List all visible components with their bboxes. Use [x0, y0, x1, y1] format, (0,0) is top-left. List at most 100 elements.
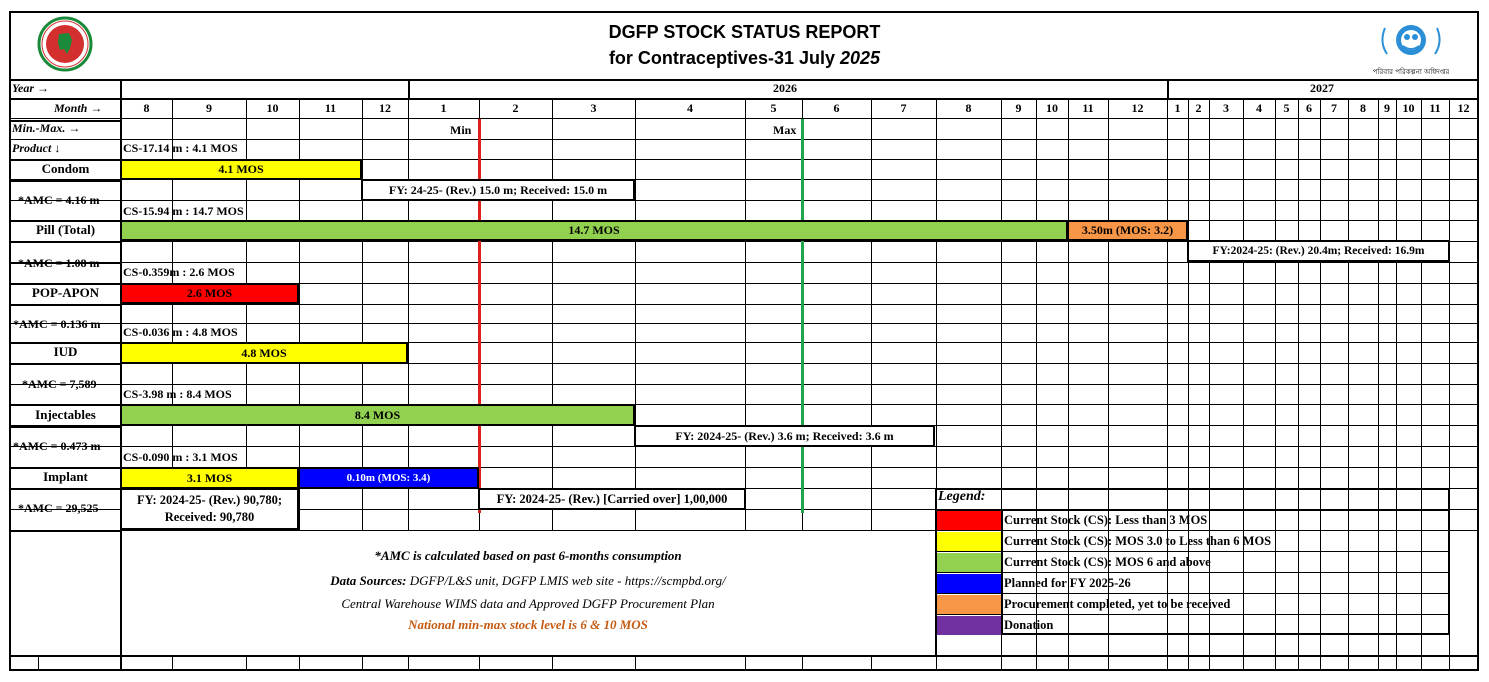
- grid-line: [1275, 655, 1276, 671]
- grid-line: [1209, 98, 1210, 530]
- grid-line: [1348, 98, 1349, 530]
- grid-line: [1478, 98, 1479, 530]
- grid-line: [871, 98, 872, 530]
- grid-line: [120, 79, 122, 671]
- grid-line: [1275, 98, 1276, 530]
- grid-line: [1396, 98, 1397, 530]
- product-name-pill: Pill (Total): [35, 222, 96, 237]
- month-label: 7: [900, 101, 907, 115]
- grid-line: [1320, 98, 1321, 530]
- month-label: 5: [1283, 101, 1290, 115]
- cs-iud: CS-0.036 m : 4.8 MOS: [123, 325, 238, 339]
- cs-implant: CS-0.090 m : 3.1 MOS: [123, 450, 238, 464]
- amc-iud: *AMC = 7,589: [22, 377, 97, 391]
- legend-label: Current Stock (CS): MOS 3.0 to Less than…: [1004, 534, 1272, 548]
- month-label: 9: [206, 101, 212, 115]
- grid-line: [1167, 655, 1168, 671]
- grid-line: [9, 220, 121, 222]
- grid-line: [936, 98, 937, 530]
- grid-line: [635, 655, 636, 671]
- grid-line: [9, 79, 1479, 81]
- month-label: 10: [1046, 101, 1058, 115]
- fy-note-implant: FY: 2024-25- (Rev.) 90,780; Received: 90…: [120, 488, 299, 530]
- grid-line: [1378, 530, 1379, 655]
- grid-line: [1421, 98, 1422, 530]
- grid-line: [1243, 530, 1244, 655]
- month-label: 1: [440, 101, 447, 115]
- grid-line: [1320, 530, 1321, 655]
- fy-note-pill: FY:2024-25: (Rev.) 20.4m; Received: 16.9…: [1187, 240, 1450, 262]
- grid-line: [1188, 98, 1189, 530]
- product-name-pop-apon: POP-APON: [31, 285, 100, 300]
- grid-line: [1036, 530, 1037, 655]
- cs-condom: CS-17.14 m : 4.1 MOS: [123, 141, 238, 155]
- grid-line: [9, 118, 1479, 119]
- family-planning-logo-icon: পরিবার পরিকল্পনা অধিদপ্তর: [1373, 25, 1449, 76]
- max-level-line: [801, 119, 804, 513]
- month-label: 11: [324, 101, 337, 115]
- grid-line: [9, 200, 1479, 201]
- stock-bar-condom: 4.1 MOS: [120, 159, 362, 180]
- year-row-label: Year →: [12, 81, 49, 95]
- government-seal-icon: [37, 16, 93, 72]
- amc-footnote: *AMC is calculated based on past 6-month…: [374, 548, 682, 563]
- month-label: 1: [1174, 101, 1181, 115]
- grid-line: [1188, 655, 1189, 671]
- grid-line: [935, 593, 1449, 594]
- grid-line: [1188, 530, 1189, 655]
- grid-line: [246, 98, 247, 530]
- grid-line: [1001, 655, 1002, 671]
- grid-line: [935, 633, 1449, 635]
- grid-line: [9, 180, 121, 182]
- legend-right-border: [1448, 488, 1450, 634]
- grid-line: [1298, 655, 1299, 671]
- grid-line: [9, 283, 121, 285]
- grid-line: [552, 98, 553, 530]
- month-label: 12: [1131, 101, 1144, 115]
- min-marker-label: Min: [450, 123, 472, 137]
- grid-line: [935, 614, 1449, 615]
- grid-line: [9, 342, 121, 344]
- grid-line: [1167, 530, 1168, 655]
- grid-line: [9, 530, 121, 532]
- grid-line: [745, 98, 746, 530]
- minmax-row-label: Min.-Max. →: [12, 121, 81, 135]
- grid-line: [1108, 530, 1109, 655]
- grid-line: [9, 384, 1479, 385]
- report-subtitle: for Contraceptives-31 July 2025: [608, 48, 881, 68]
- minmax-footnote: National min-max stock level is 6 & 10 M…: [408, 617, 648, 632]
- legend-swatch: [937, 574, 1001, 593]
- amc-condom: *AMC = 4.16 m: [18, 193, 100, 207]
- grid-line: [9, 304, 121, 306]
- grid-line: [299, 655, 300, 671]
- grid-line: [635, 98, 636, 530]
- grid-line: [9, 262, 1479, 263]
- grid-line: [9, 159, 121, 161]
- grid-line: [1378, 655, 1379, 671]
- grid-line: [9, 139, 1479, 140]
- year-2026-label: 2026: [773, 81, 797, 95]
- grid-line: [9, 120, 121, 122]
- grid-line: [9, 426, 121, 428]
- grid-line: [299, 98, 300, 530]
- month-label: 9: [1384, 101, 1390, 115]
- amc-pill: *AMC = 1.08 m: [18, 256, 100, 270]
- grid-line: [936, 655, 937, 671]
- grid-line: [871, 655, 872, 671]
- grid-line: [9, 179, 1479, 180]
- grid-line: [9, 404, 121, 406]
- legend-label: Current Stock (CS): Less than 3 MOS: [1004, 513, 1208, 527]
- grid-line: [745, 655, 746, 671]
- month-label: 9: [1015, 101, 1022, 115]
- grid-line: [9, 530, 1479, 531]
- grid-line: [1275, 530, 1276, 655]
- product-name-implant: Implant: [43, 469, 88, 484]
- grid-line: [1209, 655, 1210, 671]
- month-label: 8: [965, 101, 972, 115]
- planned-bar-implant: 0.10m (MOS: 3.4): [298, 467, 479, 489]
- month-label: 12: [379, 101, 391, 115]
- month-label: 12: [1457, 101, 1470, 115]
- min-level-line: [478, 119, 481, 513]
- legend-label: Procurement completed, yet to be receive…: [1004, 597, 1231, 611]
- grid-line: [172, 655, 173, 671]
